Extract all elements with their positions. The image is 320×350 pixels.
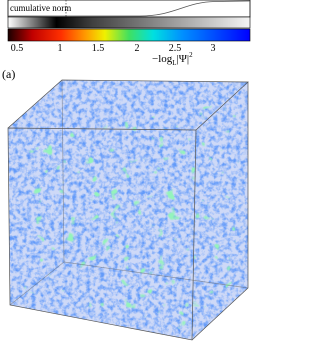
color-bar — [7, 28, 251, 42]
label-subscript: L — [172, 59, 176, 67]
colorbar-tick-label: 2 — [135, 43, 140, 54]
label-body: |Ψ| — [177, 53, 190, 65]
colorbar-tick-label: 2.5 — [169, 43, 182, 54]
cumulative-norm-inset: cumulative norm — [7, 0, 251, 18]
colorbar-tick-label: 1 — [58, 43, 63, 54]
colorbar-tick-label: 3 — [211, 43, 216, 54]
colorbar-ticks: 0.5 1 1.5 2 2.5 3 — [11, 43, 216, 54]
figure: cumulative norm 0.5 1 1.5 2 2.5 3 −logL|Ψ|2 (… — [2, 0, 251, 341]
panel-label: (a) — [2, 67, 15, 81]
volume-rendering — [7, 79, 249, 341]
colorbar-tick-label: 1.5 — [92, 43, 105, 54]
inset-label: cumulative norm — [10, 3, 71, 13]
label-superscript: 2 — [189, 51, 193, 59]
gray-bar — [7, 16, 251, 29]
colorbar-axis-label: −logL|Ψ|2 — [152, 51, 193, 67]
label-prefix: −log — [152, 53, 173, 65]
colorbar-tick-label: 0.5 — [11, 43, 24, 54]
